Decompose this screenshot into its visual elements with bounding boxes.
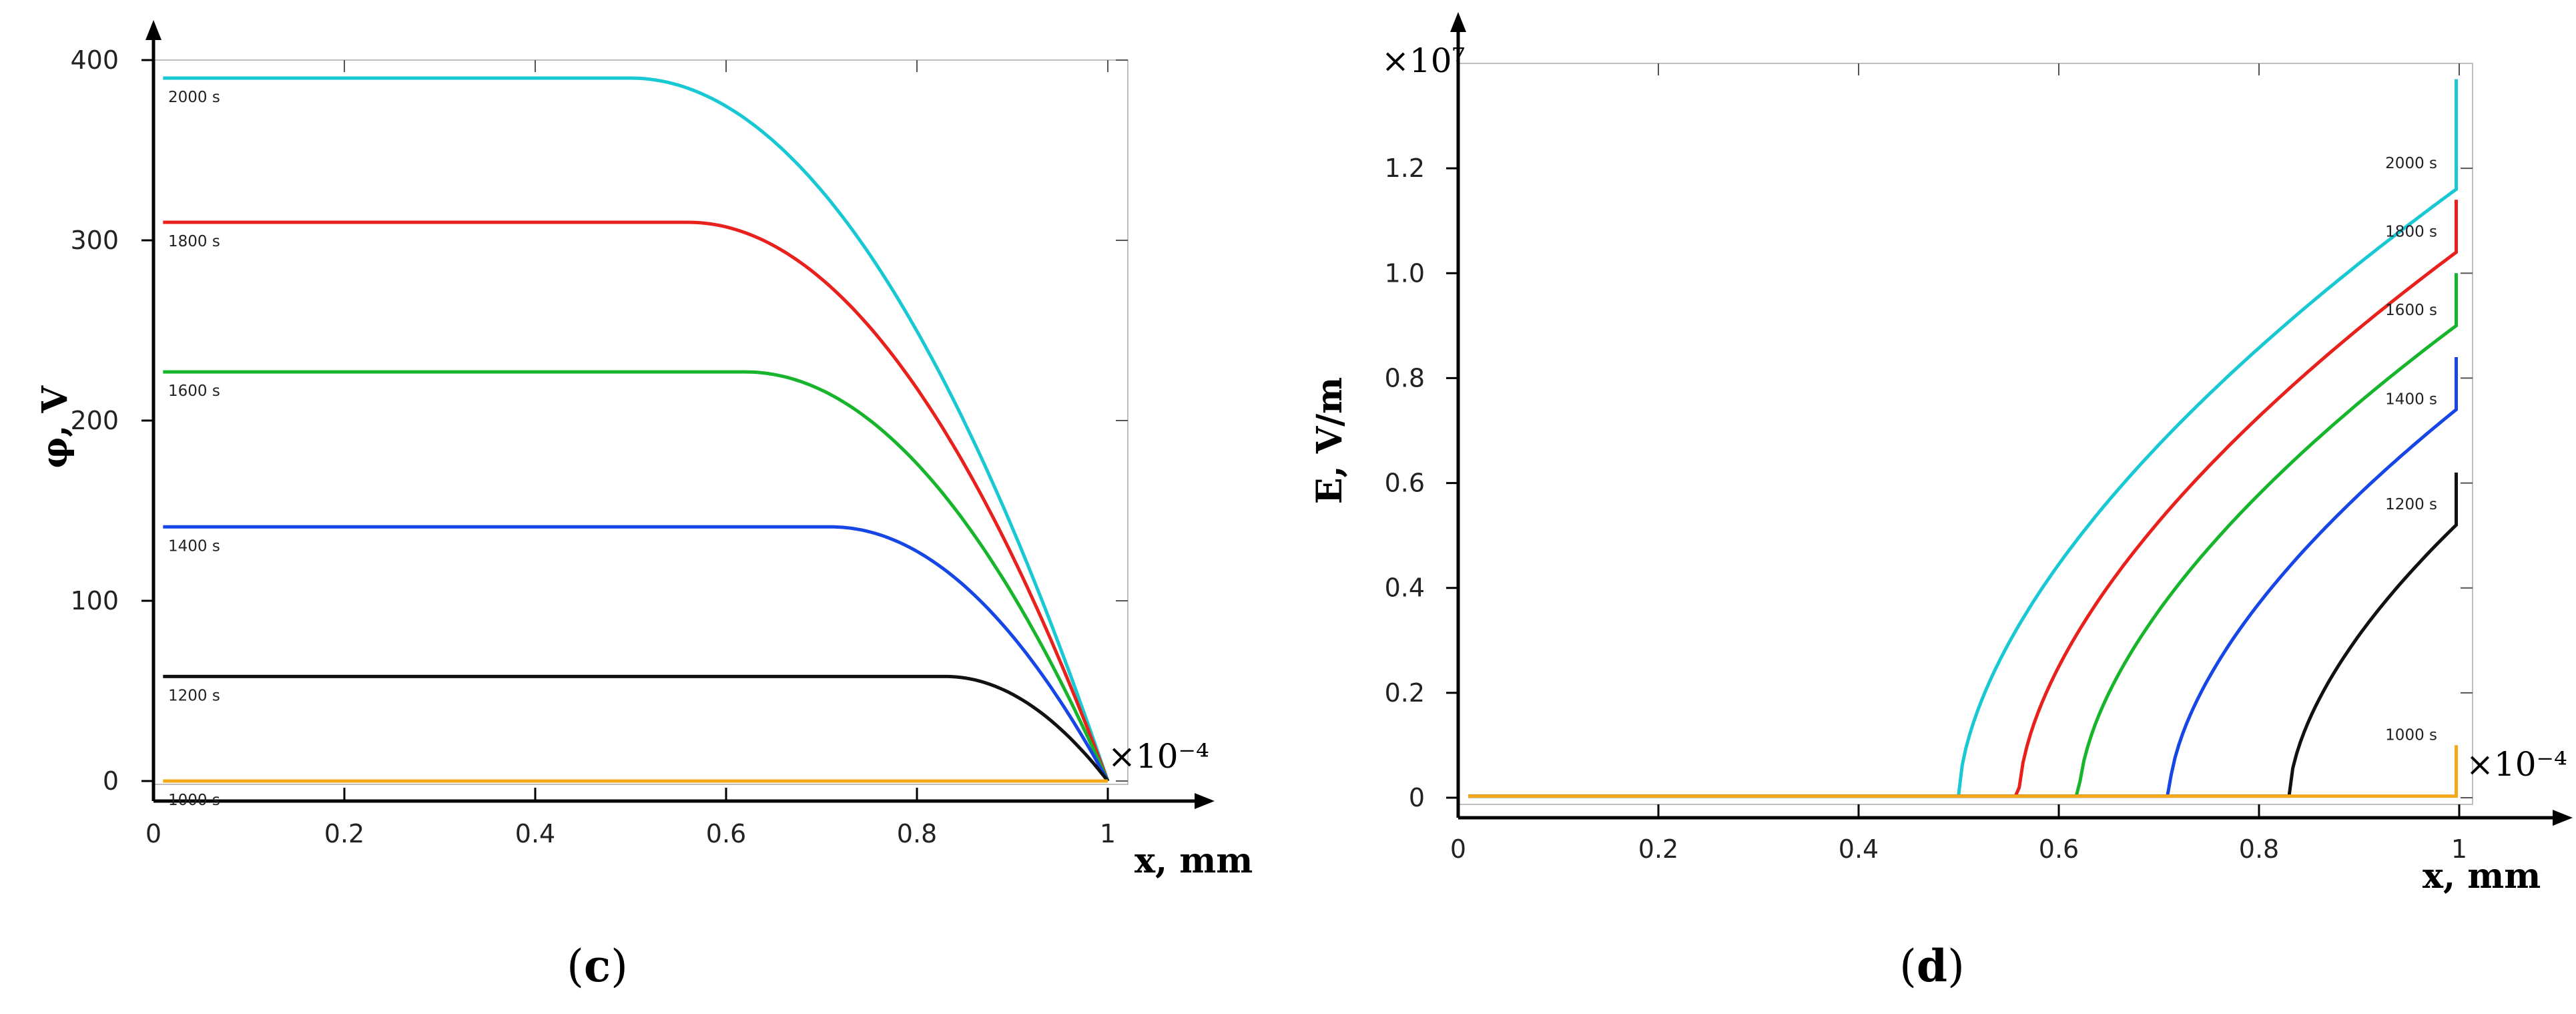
panel-d-y-tick-label: 0	[1409, 783, 1425, 812]
panel-d-y-multiplier: ×10⁷	[1381, 41, 1466, 80]
panel-d-series-line-1200-s	[1468, 472, 2458, 798]
panel-c-y-axis-title: φ, V	[35, 385, 75, 469]
panel-c-series	[163, 76, 1110, 783]
panel-c-x-tick-label: 0.8	[897, 819, 937, 848]
panel-c-series-label-1800-s: 1800 s	[168, 233, 220, 250]
panel-d-x-tick-label: 0.2	[1638, 834, 1678, 864]
panel-d-series-labels: 2000 s 1800 s 1600 s 1400 s 1200 s 1000 s	[2385, 155, 2437, 744]
panel-c-y-tick-label: 0	[103, 766, 119, 796]
panel-d-y-axis-arrow	[1450, 12, 1466, 32]
panel-c-y-tick-label: 100	[70, 586, 119, 615]
panel-c-potential-chart: 0 0.2 0.4 0.6 0.8 1 0 100 200 300 400 2000 s 1800 s…	[35, 20, 1253, 992]
panel-c-series-label-1600-s: 1600 s	[168, 383, 220, 400]
panel-d-series-line-1800-s	[1468, 200, 2458, 798]
panel-c-series-line-1600-s	[163, 370, 1110, 782]
panel-c-series-label-1200-s: 1200 s	[168, 687, 220, 704]
panel-c-series-label-2000-s: 2000 s	[168, 89, 220, 106]
panel-d-y-tick-label: 0.8	[1385, 363, 1425, 393]
panel-c-series-line-1400-s	[163, 525, 1110, 782]
panel-c-y-tick-label: 300	[70, 226, 119, 255]
panel-c-grid-ticks	[141, 59, 1128, 801]
panel-d-y-tick-label: 1.2	[1385, 154, 1425, 183]
panel-c-x-tick-label: 0	[145, 819, 162, 848]
panel-c-x-tick-label: 0.6	[706, 819, 746, 848]
panel-d-series-line-2000-s	[1468, 79, 2458, 798]
panel-c-x-axis-arrow	[1195, 793, 1215, 809]
panel-d-plot-frame	[1458, 63, 2473, 805]
panel-d-y-tick-label: 0.2	[1385, 678, 1425, 708]
panel-d-series-line-1400-s	[1468, 357, 2458, 798]
panel-c-series-labels: 2000 s 1800 s 1600 s 1400 s 1200 s 1000 s	[168, 89, 220, 809]
panel-d-series-line-1000-s	[1468, 745, 2458, 798]
panel-d-x-tick-label: 0.6	[2039, 834, 2079, 864]
panel-c-y-tick-label: 400	[70, 45, 119, 75]
panel-d-grid-ticks	[1446, 63, 2473, 818]
panel-c-x-tick-label: 0.4	[515, 819, 555, 848]
panel-d-series-line-1600-s	[1468, 273, 2458, 798]
panel-d-caption-open: (	[1899, 941, 1917, 992]
panel-d-x-multiplier: ×10⁻⁴	[2466, 745, 2567, 784]
panel-d-y-tick-label: 1.0	[1385, 258, 1425, 288]
panel-d-series-label-1200-s: 1200 s	[2385, 496, 2437, 513]
panel-d-series-label-1600-s: 1600 s	[2385, 302, 2437, 319]
panel-d-series-label-1800-s: 1800 s	[2385, 223, 2437, 240]
panel-c-series-line-1800-s	[163, 220, 1110, 782]
panel-d-series	[1468, 79, 2458, 798]
panel-c-series-line-2000-s	[163, 76, 1110, 782]
panel-d-series-label-2000-s: 2000 s	[2385, 155, 2437, 172]
panel-c-tick-labels: 0 0.2 0.4 0.6 0.8 1 0 100 200 300 400	[70, 45, 1116, 848]
panel-c-y-axis-arrow	[145, 20, 162, 40]
panel-d-x-tick-label: 0	[1450, 834, 1466, 864]
panel-d-series-label-1000-s: 1000 s	[2385, 727, 2437, 744]
panel-c-caption-open: (	[567, 941, 584, 992]
panel-d-y-tick-label: 0.6	[1385, 469, 1425, 498]
panel-d-x-axis-arrow	[2553, 810, 2573, 826]
panel-d-y-tick-label: 0.4	[1385, 573, 1425, 603]
panel-d-x-tick-label: 0.8	[2239, 834, 2279, 864]
panel-c-x-multiplier: ×10⁻⁴	[1108, 737, 1209, 776]
panel-c-caption-letter: c	[584, 940, 611, 992]
panel-d-caption-close: )	[1947, 941, 1965, 992]
panel-c-caption: (c)	[567, 940, 628, 992]
panel-d-series-label-1400-s: 1400 s	[2385, 391, 2437, 409]
panel-c-x-axis-title: x, mm	[1135, 840, 1253, 881]
panel-c-caption-close: )	[611, 941, 628, 992]
panel-d-x-tick-label: 0.4	[1839, 834, 1879, 864]
panel-d-tick-labels: 0 0.2 0.4 0.6 0.8 1 0 0.2 0.4 0.6 0.8 1.0 1.2	[1385, 154, 2468, 864]
panel-c-series-line-1200-s	[163, 674, 1109, 782]
panel-d-caption-letter: d	[1917, 940, 1947, 992]
panel-c-series-label-1000-s: 1000 s	[168, 792, 220, 809]
panel-d-field-chart: 0 0.2 0.4 0.6 0.8 1 0 0.2 0.4 0.6 0.8 1.0 1.2 2000 s…	[1309, 12, 2573, 992]
panel-d-x-axis-title: x, mm	[2423, 856, 2541, 897]
panel-c-x-tick-label: 0.2	[324, 819, 364, 848]
panel-c-x-tick-label: 1	[1100, 819, 1116, 848]
panel-c-y-tick-label: 200	[70, 406, 119, 435]
panel-c-series-label-1400-s: 1400 s	[168, 537, 220, 555]
panel-d-x-tick-label: 1	[2451, 834, 2467, 864]
panel-d-caption: (d)	[1899, 940, 1965, 992]
panel-d-y-axis-title: E, V/m	[1309, 377, 1350, 504]
